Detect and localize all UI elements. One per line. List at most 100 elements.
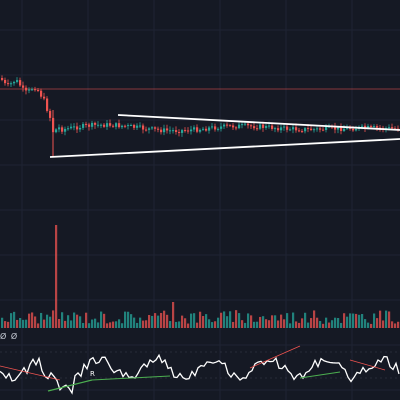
volume-bar [388,311,391,328]
candle-body [58,127,61,130]
candle-body [340,126,343,131]
volume-bar [166,314,169,328]
volume-bar [361,314,364,328]
bearish-divergence-line [349,359,386,371]
candle-body [367,125,370,129]
volume-bar [313,310,316,328]
candle-body [322,129,325,131]
volume-bar [289,323,292,328]
indicator-label: Ø Ø [0,332,19,341]
price-candle [283,124,286,131]
candle-body [61,127,64,132]
candle-body [361,125,364,127]
price-candle [73,123,76,131]
volume-bar [106,323,109,328]
volume-bar [85,312,88,328]
candle-body [307,128,310,130]
price-candle [220,122,223,132]
candle-body [247,123,250,126]
price-candle [13,80,16,86]
oscillator-pane [0,345,400,395]
price-candle [184,127,187,133]
candle-body [214,126,217,130]
price-candle [7,79,10,87]
price-candle [58,124,61,133]
volume-bar [196,322,199,328]
price-candle [175,126,178,135]
triangle-lower-trendline[interactable] [49,138,400,158]
candle-body [388,127,391,129]
candle-body [337,126,340,130]
volume-bar [253,321,256,328]
price-candle [193,125,196,132]
price-candle [28,87,31,94]
volume-bar [205,314,208,328]
candle-body [298,130,301,132]
volume-bar [25,319,28,328]
price-candle [37,87,40,93]
price-candle [145,126,148,132]
price-candle [40,88,43,99]
price-candle [196,124,199,134]
price-candle [82,121,85,130]
volume-bar [259,316,262,328]
volume-bar [160,312,163,328]
candle-body [229,125,232,127]
volume-bar [268,320,271,328]
volume-bar [190,313,193,328]
price-candle [10,81,13,87]
volume-bar [346,316,349,328]
volume-bar [103,313,106,328]
volume-bar [334,317,337,328]
candle-body [25,87,28,91]
bullish-divergence-line [47,379,93,392]
candle-body [109,123,112,126]
volume-bar [238,313,241,328]
candle-body [199,129,202,132]
candle-body [256,128,259,130]
oscillator-line [0,353,400,395]
volume-bar [235,310,238,328]
price-candle [253,122,256,131]
candle-body [364,125,367,129]
volume-bar [394,323,397,328]
volume-bar [301,318,304,328]
bullish-divergence-line [299,371,341,379]
candle-body [19,80,22,86]
candle-body [184,130,187,132]
volume-bar [208,319,211,328]
price-candle [265,123,268,130]
candle-body [220,126,223,129]
candle-body [31,89,34,91]
triangle-upper-trendline[interactable] [117,114,400,131]
candle-body [172,130,175,132]
volume-bar [193,313,196,328]
price-candle [133,123,136,131]
price-candle [301,129,304,134]
bullish-divergence-line [91,375,171,381]
volume-bar [349,313,352,328]
price-candle [160,127,163,135]
candle-body [352,128,355,131]
price-candle [154,126,157,132]
candle-body [250,125,253,127]
volume-bar [154,313,157,328]
candle-body [190,129,193,132]
candle-body [205,128,208,131]
price-candle [124,124,127,129]
volume-bar [82,322,85,328]
candle-body [37,89,40,91]
volume-bar [163,310,166,328]
price-candle [106,120,109,130]
candle-body [136,125,139,128]
candle-body [283,126,286,128]
candle-body [103,124,106,127]
candle-body [217,128,220,130]
candle-body [130,124,133,126]
volume-bar [307,322,310,328]
candle-body [262,124,265,128]
volume-bar [76,314,79,328]
